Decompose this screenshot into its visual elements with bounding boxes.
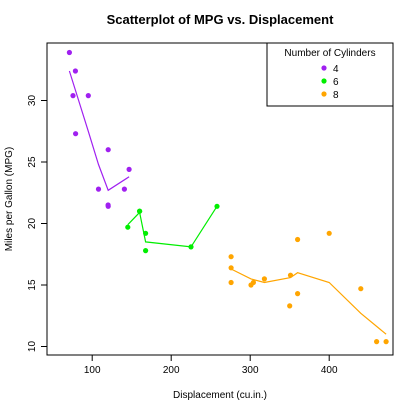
smooth-lines (68, 70, 387, 335)
x-axis: 100 200 300 400 (84, 355, 338, 376)
data-point-6-cyl (143, 230, 149, 236)
data-point-8-cyl (374, 339, 380, 345)
legend-marker-8 (321, 91, 327, 97)
data-point-8-cyl (326, 230, 332, 236)
data-point-8-cyl (383, 339, 389, 345)
data-point-8-cyl (228, 254, 234, 260)
legend-title: Number of Cylinders (284, 48, 375, 59)
y-tick-label: 25 (27, 156, 38, 168)
data-point-6-cyl (143, 248, 149, 254)
smooth-line-6-cyl (127, 205, 218, 248)
data-point-4-cyl (85, 93, 91, 99)
legend-label-8: 8 (333, 90, 339, 101)
data-point-8-cyl (358, 286, 364, 292)
data-point-8-cyl (228, 279, 234, 286)
data-point-6-cyl (214, 203, 220, 209)
data-point-4-cyl (95, 186, 102, 192)
data-point-8-cyl (228, 265, 234, 271)
data-points (66, 49, 389, 345)
y-tick-label: 20 (27, 218, 38, 230)
data-point-4-cyl (121, 186, 127, 192)
x-tick-label: 100 (84, 365, 101, 376)
data-point-4-cyl (70, 93, 76, 99)
data-point-8-cyl (287, 272, 294, 278)
legend-box (266, 42, 394, 107)
y-tick-label: 15 (27, 279, 38, 291)
data-point-4-cyl (105, 147, 111, 153)
legend: Number of Cylinders 4 6 8 (266, 42, 394, 107)
x-tick-label: 300 (242, 365, 259, 376)
data-point-4-cyl (105, 203, 111, 209)
data-point-6-cyl (188, 244, 194, 250)
data-point-4-cyl (73, 131, 79, 137)
data-point-6-cyl (137, 208, 143, 214)
x-tick-label: 400 (321, 365, 338, 376)
smooth-line-8-cyl (230, 268, 387, 335)
y-tick-label: 30 (27, 95, 38, 107)
legend-label-4: 4 (333, 64, 339, 75)
smooth-line-4-cyl (68, 70, 130, 192)
data-point-4-cyl (126, 166, 132, 172)
data-point-4-cyl (72, 68, 78, 74)
data-point-8-cyl (250, 279, 256, 286)
y-axis-label: Miles per Gallon (MPG) (4, 147, 15, 251)
data-point-8-cyl (287, 303, 293, 309)
chart-title: Scatterplot of MPG vs. Displacement (107, 12, 335, 27)
y-axis: 10 15 20 25 30 (27, 95, 47, 353)
data-point-8-cyl (295, 236, 301, 243)
legend-marker-4 (321, 65, 327, 71)
plot-frame (46, 42, 394, 356)
data-point-6-cyl (125, 224, 131, 230)
legend-marker-6 (321, 78, 327, 84)
data-point-8-cyl (295, 291, 301, 297)
data-point-4-cyl (66, 49, 72, 56)
x-axis-label: Displacement (cu.in.) (173, 390, 267, 401)
x-tick-label: 200 (163, 365, 180, 376)
data-point-8-cyl (261, 276, 267, 282)
legend-label-6: 6 (333, 77, 339, 88)
y-tick-label: 10 (27, 341, 38, 353)
